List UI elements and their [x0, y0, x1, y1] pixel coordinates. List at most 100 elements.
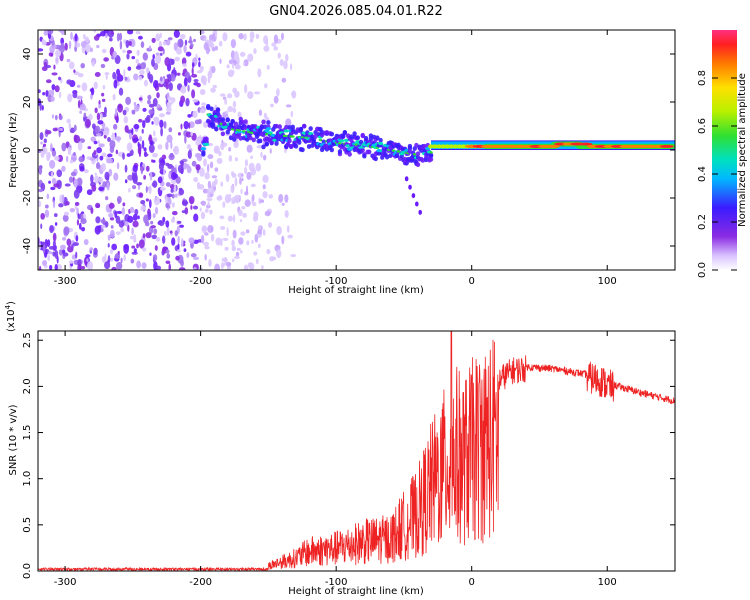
spectrogram-noise-blob [54, 85, 60, 93]
spectrogram-noise-blob [78, 222, 82, 230]
spectrogram-signal-blob [232, 136, 237, 142]
spectrogram-noise-blob [206, 163, 210, 173]
spectrogram-noise-blob [263, 45, 270, 52]
spectrogram-noise-blob [234, 157, 239, 162]
spectrogram-noise-blob [207, 76, 211, 84]
spectrogram-noise-blob [73, 178, 78, 188]
spectrogram-noise-blob [43, 138, 47, 144]
spectrogram-noise-blob [281, 77, 287, 83]
spectrogram-noise-blob [177, 38, 184, 48]
spectrogram-noise-blob [136, 49, 140, 56]
spectrogram-noise-blob [99, 155, 104, 161]
spectrogram-noise-blob [163, 121, 167, 129]
spectrogram-noise-blob [110, 225, 114, 229]
spectrogram-noise-blob [168, 153, 175, 161]
spectrogram-noise-blob [86, 258, 89, 263]
spectrogram-noise-blob [257, 68, 262, 78]
spectrogram-noise-blob [48, 246, 55, 250]
spectrogram-noise-blob [260, 151, 263, 158]
spectrogram-noise-blob [133, 248, 137, 253]
spectrogram-noise-blob [223, 256, 228, 264]
spectrogram-noise-blob [70, 171, 77, 177]
spectrogram-noise-blob [219, 215, 225, 220]
spectrogram-signal-core [204, 142, 210, 146]
spectrogram-signal-blob [261, 119, 266, 125]
spectrogram-noise-blob [162, 216, 166, 223]
spectrogram-signal-blob [298, 126, 304, 132]
spectrogram-noise-blob [199, 108, 206, 114]
spectrogram-noise-blob [118, 32, 123, 41]
spectrogram-noise-blob [68, 40, 72, 50]
spectrogram-noise-blob [138, 75, 143, 81]
spectrogram-noise-blob [266, 248, 271, 255]
spectrogram-noise-blob [61, 142, 67, 152]
spectrogram-signal-blob [290, 124, 295, 130]
spectrogram-tone-peak [659, 144, 674, 148]
spectrogram-noise-blob [222, 32, 228, 42]
spectrogram-noise-blob [290, 253, 297, 258]
colorbar-tick-label: 0.4 [697, 166, 708, 182]
spectrogram-noise-blob [109, 139, 116, 149]
spectrogram-signal-blob [277, 124, 282, 130]
spectrogram-noise-blob [148, 136, 153, 142]
snr-y-tick-label: 1.0 [22, 471, 33, 487]
spectrogram-noise-blob [241, 177, 244, 182]
spectrogram-signal-blob [251, 137, 256, 143]
spectrogram-noise-blob [58, 30, 64, 33]
spectrogram-noise-blob [214, 45, 219, 51]
spectrogram-noise-blob [77, 141, 83, 151]
spectrogram-noise-blob [215, 237, 222, 246]
spectrogram-noise-blob [105, 33, 108, 39]
spectrogram-noise-blob [68, 61, 75, 70]
spectrogram-noise-blob [112, 51, 117, 58]
snr-y-tick-label: 2.5 [22, 332, 33, 348]
spectrogram-noise-blob [165, 202, 169, 209]
spectrogram-signal-blob [264, 141, 269, 147]
spectrogram-noise-blob [145, 67, 150, 74]
spectrogram-signal-blob [215, 107, 221, 112]
spectrogram-noise-blob [143, 153, 149, 157]
spectrogram-noise-blob [198, 61, 201, 68]
spectrogram-noise-blob [46, 239, 51, 247]
spectrogram-noise-blob [100, 224, 106, 229]
spectrogram-noise-blob [242, 212, 247, 218]
spectrogram-noise-blob [123, 254, 126, 262]
spectrogram-noise-blob [276, 225, 282, 236]
spectrogram-y-tick-label: 40 [22, 48, 33, 61]
spectrogram-noise-blob [38, 48, 44, 52]
spectrogram-signal-blob [243, 119, 248, 125]
spectrogram-noise-blob [226, 227, 229, 237]
spectrogram-noise-blob [160, 127, 163, 137]
colorbar: 0.0 0.2 0.4 0.6 0.8 Normalized spectral ampl… [697, 30, 748, 278]
spectrogram-noise-blob [99, 30, 107, 37]
spectrogram-noise-blob [38, 265, 42, 270]
spectrogram-noise-blob [54, 156, 60, 161]
spectrogram-noise-blob [100, 112, 103, 121]
snr-frame [37, 330, 676, 572]
spectrogram-noise-blob [157, 46, 164, 52]
spectrogram-noise-blob [199, 88, 206, 96]
spectrogram-noise-blob [66, 58, 71, 63]
spectrogram-noise-blob [98, 186, 105, 192]
spectrogram-noise-blob [228, 155, 233, 162]
spectrogram-signal-blob [240, 119, 245, 125]
spectrogram-noise-blob [216, 157, 223, 165]
spectrogram-noise-blob [95, 132, 102, 137]
spectrogram-noise-blob [58, 127, 64, 132]
spectrogram-noise-blob [207, 187, 211, 197]
spectrogram-noise-blob [137, 35, 143, 40]
spectrogram-noise-blob [233, 255, 240, 260]
spectrogram-noise-blob [253, 48, 257, 55]
spectrogram-noise-blob [225, 173, 230, 183]
spectrogram-noise-blob [191, 89, 196, 99]
spectrogram-noise-blob [253, 91, 261, 95]
spectrogram-noise-blob [166, 92, 170, 98]
spectrogram-noise-blob [165, 260, 171, 265]
spectrogram-noise-blob [192, 205, 199, 210]
spectrogram-signal-peak [412, 153, 417, 156]
spectrogram-noise-blob [152, 137, 158, 143]
spectrogram-noise-blob [86, 261, 93, 270]
spectrogram-signal-blob [329, 131, 335, 137]
spectrogram-noise-blob [137, 215, 140, 220]
spectrogram-noise-blob [73, 69, 76, 73]
